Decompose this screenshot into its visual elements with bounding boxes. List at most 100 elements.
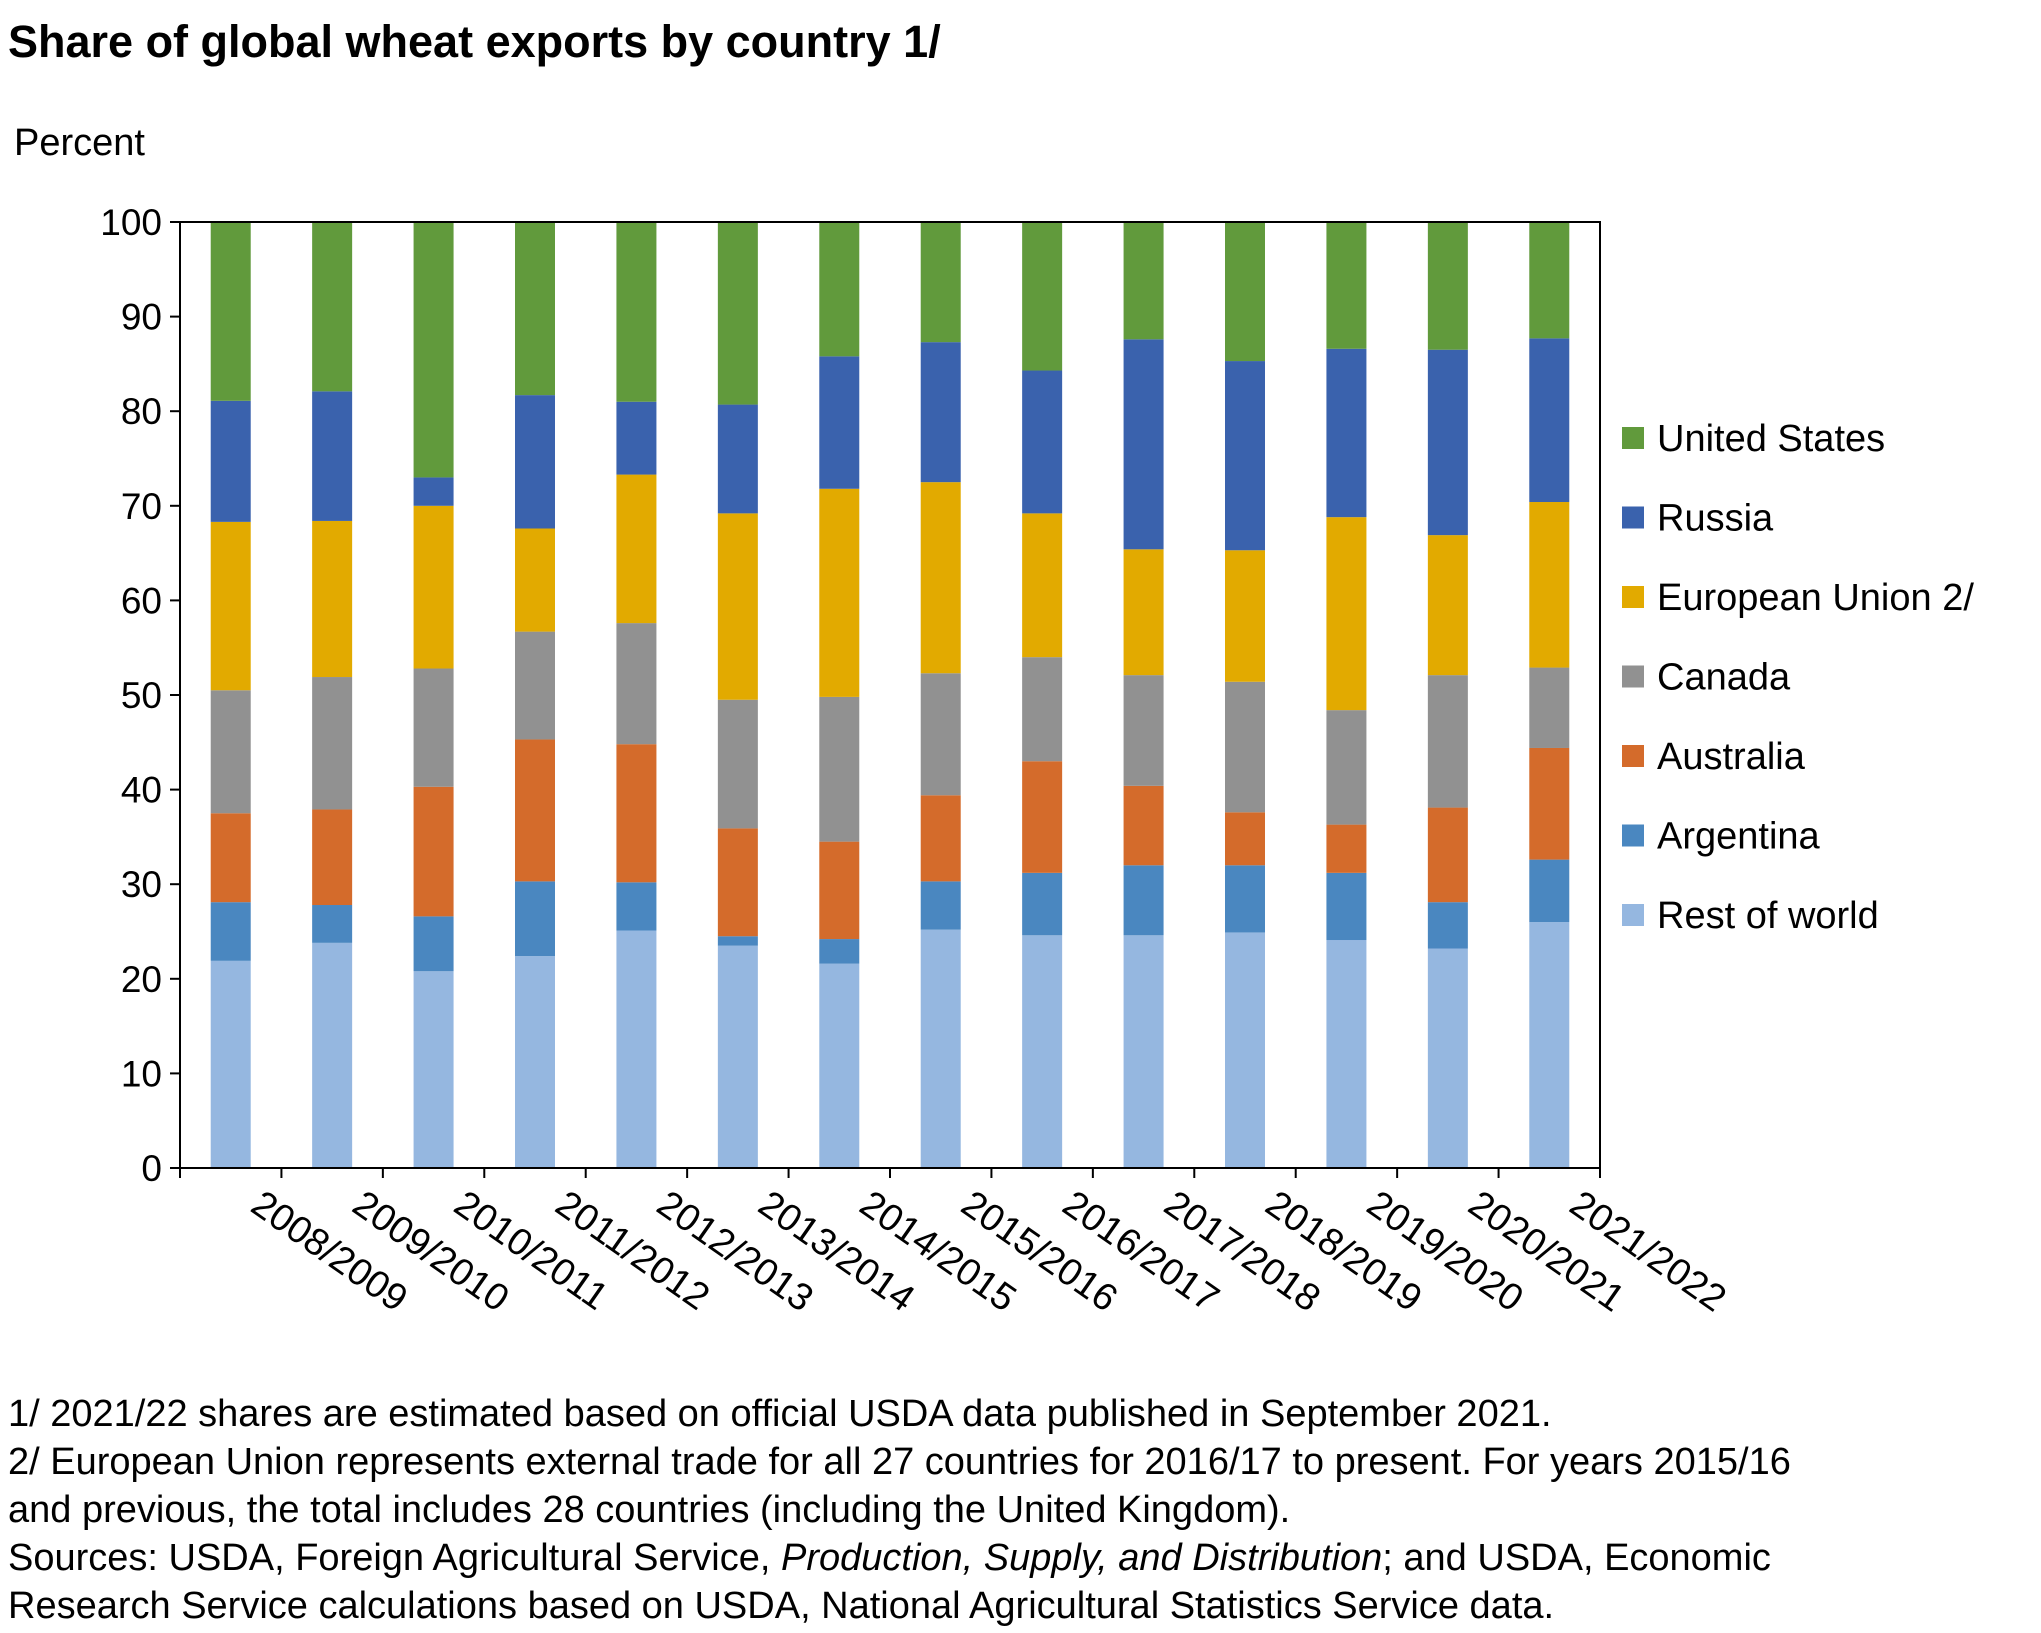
bar-segment-australia-2010-2011 <box>413 786 454 917</box>
bar-segment-european-union-2-2013-2014 <box>717 513 758 700</box>
legend-swatch <box>1622 586 1644 608</box>
bar-segment-argentina-2014-2015 <box>819 939 860 964</box>
bar-segment-australia-2019-2020 <box>1326 824 1367 873</box>
bar-segment-european-union-2-2020-2021 <box>1427 535 1468 676</box>
bar-segment-russia-2015-2016 <box>920 342 961 483</box>
bar-segment-argentina-2012-2013 <box>616 882 657 931</box>
bar-segment-united-states-2012-2013 <box>616 222 657 402</box>
bar-segment-australia-2015-2016 <box>920 795 961 882</box>
sources-italic: Production, Supply, and Distribution <box>780 1537 1383 1579</box>
bar-segment-argentina-2009-2010 <box>312 905 353 943</box>
bar-segment-russia-2017-2018 <box>1123 339 1164 550</box>
bar-segment-european-union-2-2021-2022 <box>1529 502 1570 668</box>
bar-segment-argentina-2016-2017 <box>1022 872 1063 936</box>
bar-segment-australia-2017-2018 <box>1123 785 1164 866</box>
legend-label: Australia <box>1657 736 1806 778</box>
chart-title: Share of global wheat exports by country… <box>8 16 941 67</box>
bar-segment-argentina-2008-2009 <box>210 902 251 961</box>
legend-label: United States <box>1657 418 1885 460</box>
legend-swatch <box>1622 506 1644 529</box>
bar-segment-rest-of-world-2016-2017 <box>1022 935 1063 1168</box>
bar-segment-united-states-2009-2010 <box>312 222 353 392</box>
bar-segment-argentina-2019-2020 <box>1326 872 1367 941</box>
bar-segment-argentina-2021-2022 <box>1529 859 1570 923</box>
y-tick-label: 40 <box>121 770 162 811</box>
bar-segment-russia-2013-2014 <box>717 404 758 514</box>
bar-segment-australia-2016-2017 <box>1022 761 1063 873</box>
y-tick-label: 100 <box>100 202 162 243</box>
bar-segment-rest-of-world-2012-2013 <box>616 930 657 1168</box>
stacked-bar-chart: Percent 01020304050607080901002008/20092… <box>14 122 1974 1320</box>
bar-segment-united-states-2016-2017 <box>1022 222 1063 371</box>
legend-label: Rest of world <box>1657 895 1879 937</box>
bar-segment-united-states-2020-2021 <box>1427 222 1468 350</box>
bar-segment-canada-2013-2014 <box>717 699 758 829</box>
legend-swatch <box>1622 745 1644 767</box>
footnote-2-line-2: and previous, the total includes 28 coun… <box>8 1489 1291 1531</box>
bar-segment-canada-2008-2009 <box>210 690 251 814</box>
bar-segment-canada-2020-2021 <box>1427 675 1468 808</box>
bar-segment-rest-of-world-2009-2010 <box>312 942 353 1168</box>
legend-swatch <box>1622 824 1644 847</box>
bar-segment-australia-2013-2014 <box>717 828 758 937</box>
bar-segment-canada-2017-2018 <box>1123 675 1164 786</box>
y-tick-label: 20 <box>121 959 162 1000</box>
bar-segment-argentina-2017-2018 <box>1123 865 1164 936</box>
bar-segment-united-states-2013-2014 <box>717 222 758 405</box>
bar-segment-argentina-2020-2021 <box>1427 902 1468 949</box>
bar-segment-rest-of-world-2020-2021 <box>1427 948 1468 1168</box>
bar-segment-russia-2019-2020 <box>1326 348 1367 518</box>
legend-label: Argentina <box>1657 816 1821 858</box>
bar-segment-united-states-2017-2018 <box>1123 222 1164 340</box>
bar-segment-australia-2021-2022 <box>1529 747 1570 860</box>
footnote-1: 1/ 2021/22 shares are estimated based on… <box>8 1393 1552 1435</box>
bar-segment-argentina-2015-2016 <box>920 881 961 930</box>
bar-segment-rest-of-world-2021-2022 <box>1529 922 1570 1168</box>
bar-segment-australia-2012-2013 <box>616 744 657 883</box>
y-tick-label: 10 <box>121 1053 162 1094</box>
bar-segment-canada-2012-2013 <box>616 623 657 745</box>
y-axis-label: Percent <box>14 122 145 164</box>
bar-segment-russia-2010-2011 <box>413 477 454 506</box>
y-tick-label: 30 <box>121 864 162 905</box>
bar-segment-russia-2016-2017 <box>1022 370 1063 514</box>
bar-segment-argentina-2018-2019 <box>1225 865 1265 933</box>
bar-segment-european-union-2-2018-2019 <box>1225 550 1265 682</box>
bar-segment-russia-2021-2022 <box>1529 338 1570 503</box>
y-tick-label: 50 <box>121 675 162 716</box>
bar-segment-canada-2015-2016 <box>920 673 961 796</box>
footnote-2-line-1: 2/ European Union represents external tr… <box>8 1441 1791 1483</box>
y-tick-label: 60 <box>121 580 162 621</box>
legend-label: European Union 2/ <box>1657 577 1974 619</box>
bar-segment-european-union-2-2019-2020 <box>1326 517 1367 711</box>
bar-segment-argentina-2013-2014 <box>717 936 758 946</box>
bar-segment-canada-2019-2020 <box>1326 710 1367 825</box>
bar-segment-russia-2014-2015 <box>819 356 860 489</box>
bar-segment-australia-2014-2015 <box>819 841 860 940</box>
plot-frame <box>179 221 1601 1169</box>
bar-segment-australia-2018-2019 <box>1225 812 1265 866</box>
bar-segment-australia-2020-2021 <box>1427 807 1468 903</box>
legend: United States Russia European Union 2/Cana… <box>1622 418 1974 937</box>
bar-segment-united-states-2010-2011 <box>413 222 454 478</box>
bar-segment-russia-2018-2019 <box>1225 361 1265 551</box>
bar-segment-rest-of-world-2010-2011 <box>413 971 454 1168</box>
bar-segment-united-states-2018-2019 <box>1225 222 1265 362</box>
bar-segment-rest-of-world-2017-2018 <box>1123 935 1164 1168</box>
bar-segment-rest-of-world-2011-2012 <box>515 956 555 1168</box>
bar-segment-canada-2016-2017 <box>1022 657 1063 762</box>
bar-segment-european-union-2-2008-2009 <box>210 521 251 691</box>
y-tick-label: 80 <box>121 391 162 432</box>
legend-swatch <box>1622 427 1644 449</box>
sources-suffix: ; and USDA, Economic <box>1382 1537 1771 1579</box>
bar-segment-european-union-2-2016-2017 <box>1022 513 1063 658</box>
bar-segment-rest-of-world-2008-2009 <box>210 960 251 1168</box>
bar-segment-russia-2011-2012 <box>515 395 555 529</box>
bar-segment-united-states-2008-2009 <box>210 222 251 401</box>
bar-segment-australia-2011-2012 <box>515 739 555 882</box>
bar-segment-rest-of-world-2015-2016 <box>920 929 961 1168</box>
bar-segment-australia-2008-2009 <box>210 813 251 903</box>
bar-segment-united-states-2014-2015 <box>819 222 860 357</box>
bar-segment-united-states-2011-2012 <box>515 222 555 396</box>
legend-swatch <box>1622 904 1644 926</box>
